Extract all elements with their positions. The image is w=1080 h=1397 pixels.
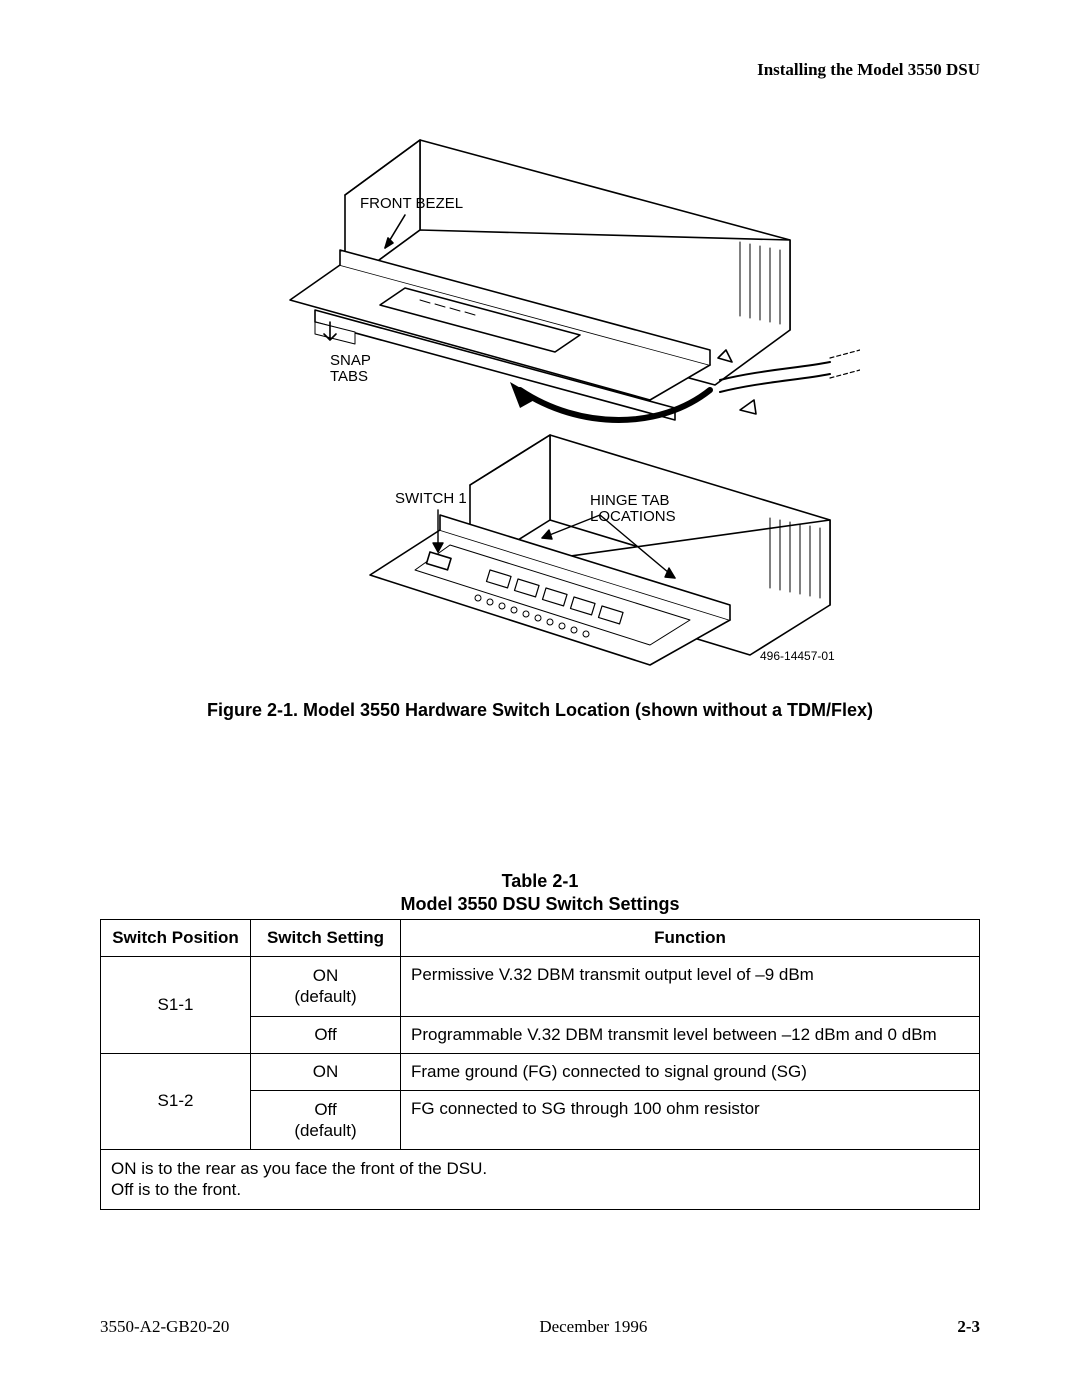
cell-s11-on-func: Permissive V.32 DBM transmit output leve… <box>401 957 980 1017</box>
cell-s11-off-setting: Off <box>251 1016 401 1053</box>
table-row: S1-2 ON Frame ground (FG) connected to s… <box>101 1053 980 1090</box>
cell-s12-on-setting: ON <box>251 1053 401 1090</box>
cell-s11-off-func: Programmable V.32 DBM transmit level bet… <box>401 1016 980 1053</box>
col-switch-setting: Switch Setting <box>251 920 401 957</box>
table-title-line2: Model 3550 DSU Switch Settings <box>400 894 679 914</box>
table-title-line1: Table 2-1 <box>502 871 579 891</box>
label-snap-tabs-1: SNAP <box>330 352 371 369</box>
footer-pageno: 2-3 <box>957 1317 980 1337</box>
footer-date: December 1996 <box>539 1317 647 1337</box>
cell-note: ON is to the rear as you face the front … <box>101 1150 980 1210</box>
label-hinge-1: HINGE TAB <box>590 492 669 509</box>
switch-settings-table: Switch Position Switch Setting Function … <box>100 919 980 1210</box>
cell-s12-on-func: Frame ground (FG) connected to signal gr… <box>401 1053 980 1090</box>
label-hinge-2: LOCATIONS <box>590 508 676 525</box>
cell-s12-off-setting: Off (default) <box>251 1090 401 1150</box>
cell-s12-off-func: FG connected to SG through 100 ohm resis… <box>401 1090 980 1150</box>
cell-s11-pos: S1-1 <box>101 957 251 1054</box>
figure-area: FRONT BEZEL SNAP TABS SWITCH 1 HINGE TAB… <box>100 100 980 780</box>
cell-s11-on-setting: ON (default) <box>251 957 401 1017</box>
label-snap-tabs-2: TABS <box>330 368 368 385</box>
label-switch-1: SWITCH 1 <box>395 490 467 507</box>
col-function: Function <box>401 920 980 957</box>
table-row: ON is to the rear as you face the front … <box>101 1150 980 1210</box>
running-header: Installing the Model 3550 DSU <box>757 60 980 80</box>
col-switch-position: Switch Position <box>101 920 251 957</box>
table-row: S1-1 ON (default) Permissive V.32 DBM tr… <box>101 957 980 1017</box>
page-footer: 3550-A2-GB20-20 December 1996 2-3 <box>100 1317 980 1337</box>
footer-docnum: 3550-A2-GB20-20 <box>100 1317 229 1337</box>
figure-caption: Figure 2-1. Model 3550 Hardware Switch L… <box>100 700 980 721</box>
label-drawing-id: 496-14457-01 <box>760 650 835 664</box>
figure-diagram: FRONT BEZEL SNAP TABS SWITCH 1 HINGE TAB… <box>220 100 860 670</box>
cell-s12-pos: S1-2 <box>101 1053 251 1150</box>
table-title: Table 2-1 Model 3550 DSU Switch Settings <box>100 870 980 915</box>
label-front-bezel: FRONT BEZEL <box>360 195 463 212</box>
table-area: Table 2-1 Model 3550 DSU Switch Settings… <box>100 870 980 1210</box>
